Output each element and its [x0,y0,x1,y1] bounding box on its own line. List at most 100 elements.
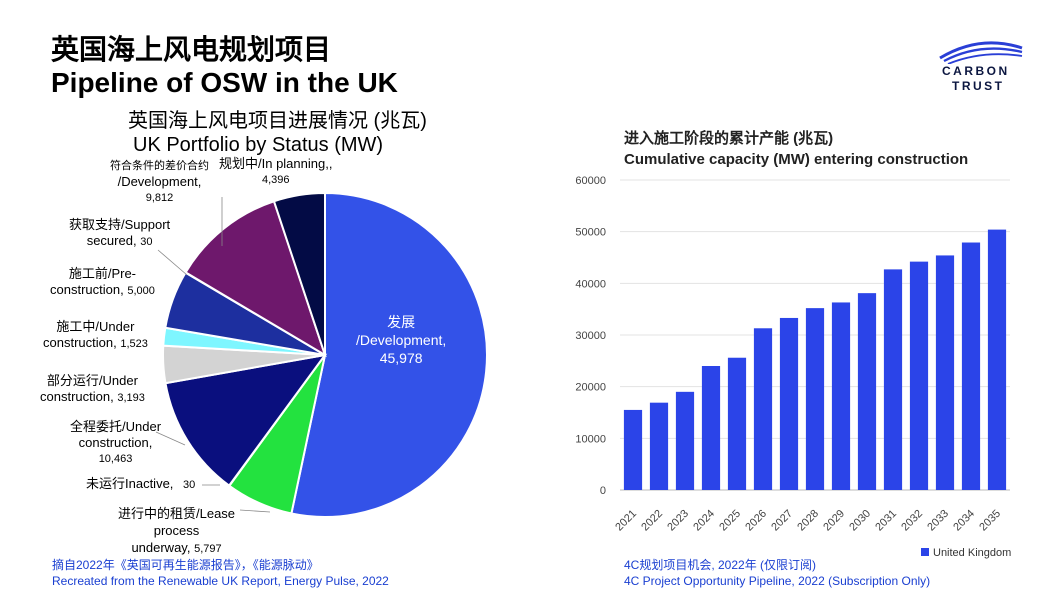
leader-line-full-commission [155,431,186,446]
logo-text-trust: TRUST [952,79,1005,93]
pie-label-planning-l1: 规划中/In planning,, [219,156,333,171]
pie-label-partial-l2: construction, [40,389,114,404]
pie-label-full-commission-l2: construction, [78,435,153,450]
pie-label-full-commission: 全程委托/Under construction, 10,463 [70,419,161,467]
pie-label-lease-l3: underway, 5,797 [118,539,235,558]
source-right-cn: 4C规划项目机会, 2022年 (仅限订阅) [624,558,817,572]
pie-label-development-cn: 发展 [387,314,416,330]
pie-label-lease-l3-text: underway, [131,540,191,555]
page-title-english: Pipeline of OSW in the UK [51,67,398,98]
bar-chart-subtitle: Cumulative capacity (MW) entering constr… [624,151,969,168]
leader-line-support [157,249,188,276]
pie-label-lease-l2: process [153,523,200,538]
bar-chart-legend: United Kingdom [921,547,1011,559]
x-tick-label-2034: 2034 [951,508,977,534]
pie-label-pre-construction-value: 5,000 [127,285,155,297]
bar-2021 [623,409,643,490]
y-tick-label-0: 0 [600,485,606,497]
x-tick-label-2030: 2030 [847,508,873,534]
x-tick-label-2021: 2021 [613,508,639,534]
logo-text-carbon: CARBON [942,64,1010,78]
x-tick-label-2035: 2035 [977,508,1003,534]
pie-label-support: 获取支持/Support secured, 30 [69,217,170,250]
pie-label-partial: 部分运行/Under construction, 3,193 [40,373,145,406]
pie-label-partial-l1: 部分运行/Under [46,373,138,388]
source-left-en: Recreated from the Renewable UK Report, … [52,574,389,588]
pie-label-cfd-l1: 符合条件的差价合约 [110,160,209,172]
y-tick-label-1: 10000 [575,433,606,445]
pie-label-under-construction: 施工中/Under construction, 1,523 [43,319,148,352]
y-tick-label-6: 60000 [575,175,606,187]
pie-label-lease-l1: 进行中的租赁/Lease [118,506,236,521]
pie-label-support-value: 30 [140,236,153,248]
pie-slice-8 [184,199,327,358]
pie-label-under-construction-l2: construction, [43,335,117,350]
pie-label-cfd-value: 9,812 [145,192,174,204]
pie-label-lease: 进行中的租赁/Lease process underway, 5,797 [118,505,235,558]
leader-line-lease [239,509,271,513]
bar-2028 [805,308,825,490]
pie-label-partial-l2-row: construction, 3,193 [40,389,145,406]
bar-chart: 0 10000 20000 30000 40000 50000 60000 2021 2022… [575,175,1010,534]
x-tick-label-2033: 2033 [925,508,951,534]
pie-chart-subtitle: UK Portfolio by Status (MW) [133,134,384,156]
x-tick-label-2028: 2028 [795,508,821,534]
pie-label-under-construction-value: 1,523 [120,338,148,350]
pie-label-lease-value: 5,797 [194,543,222,555]
pie-label-inactive: 未运行Inactive, 30 [86,476,195,493]
bar-chart-title: 进入施工阶段的累计产能 (兆瓦) [624,130,834,147]
pie-label-planning-value: 4,396 [261,174,290,186]
pie-label-development: 发展 /Development, 45,978 [356,313,446,367]
bar-2029 [831,302,851,490]
pie-label-inactive-text: 未运行Inactive, [86,476,174,491]
legend-label: United Kingdom [933,547,1012,559]
pie-chart [155,191,488,518]
pie-label-inactive-value: 30 [183,479,196,491]
bar-2033 [935,255,955,490]
bar-2026 [753,328,773,490]
bar-2025 [727,357,747,490]
pie-label-support-l2-row: secured, 30 [69,233,170,250]
x-tick-label-2024: 2024 [691,508,717,534]
bar-2030 [857,293,877,490]
pie-label-cfd: 符合条件的差价合约 /Development, 9,812 [110,158,209,206]
x-tick-label-2032: 2032 [899,508,925,534]
bar-2032 [909,261,929,490]
logo-arcs-icon [939,41,1023,65]
pie-chart-title: 英国海上风电项目进展情况 (兆瓦) [128,110,427,132]
pie-label-cfd-l2: /Development, [117,174,202,189]
pie-slice-9 [272,191,326,356]
pie-label-pre-construction-l2: construction, [50,282,124,297]
pie-label-full-commission-value: 10,463 [98,453,133,465]
x-tick-label-2027: 2027 [769,508,795,534]
pie-label-partial-value: 3,193 [117,392,145,404]
y-tick-label-3: 30000 [575,330,606,342]
pie-label-full-commission-l1: 全程委托/Under [70,419,162,434]
x-tick-label-2029: 2029 [821,508,847,534]
bar-2022 [649,402,669,490]
y-tick-label-5: 50000 [575,227,606,239]
x-tick-label-2025: 2025 [717,508,743,534]
page-title-chinese: 英国海上风电规划项目 [51,34,332,65]
pie-label-development-value: 45,978 [379,350,423,366]
pie-label-pre-construction-l2-row: construction, 5,000 [50,282,155,299]
source-left-cn: 摘自2022年《英国可再生能源报告》，《能源脉动》 [52,558,319,572]
pie-label-pre-construction-l1: 施工前/Pre- [68,266,137,281]
carbon-trust-logo: CARBON TRUST [930,36,1030,96]
pie-label-under-construction-l1: 施工中/Under [56,319,135,334]
pie-label-under-construction-l2-row: construction, 1,523 [43,335,148,352]
x-tick-label-2026: 2026 [743,508,769,534]
x-tick-label-2023: 2023 [665,508,691,534]
y-tick-label-2: 20000 [575,382,606,394]
bar-2034 [961,242,981,490]
pie-label-planning: 规划中/In planning,, 4,396 [219,156,332,188]
y-tick-label-4: 40000 [575,278,606,290]
bar-2031 [883,269,903,490]
pie-label-pre-construction: 施工前/Pre- construction, 5,000 [50,266,155,299]
bar-2027 [779,317,799,490]
source-right-en: 4C Project Opportunity Pipeline, 2022 (S… [624,574,931,588]
x-tick-label-2031: 2031 [873,508,899,534]
pie-slice-3 [164,353,328,487]
x-tick-label-2022: 2022 [639,508,665,534]
legend-swatch [921,548,929,556]
